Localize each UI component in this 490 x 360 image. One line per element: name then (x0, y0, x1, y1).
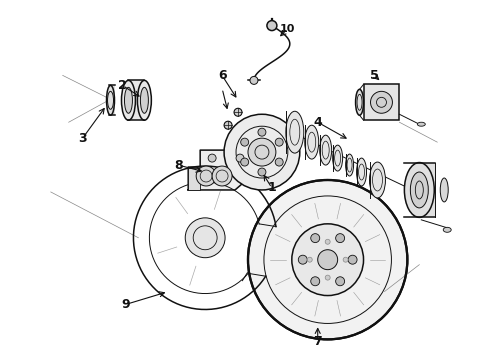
Circle shape (208, 154, 216, 162)
Circle shape (212, 166, 232, 186)
Ellipse shape (141, 87, 148, 113)
Text: 4: 4 (313, 116, 322, 129)
Ellipse shape (305, 125, 318, 159)
Circle shape (307, 257, 312, 262)
Circle shape (348, 255, 357, 264)
Polygon shape (188, 150, 250, 190)
Text: 5: 5 (370, 69, 379, 82)
Ellipse shape (357, 158, 367, 186)
Circle shape (336, 277, 344, 286)
Circle shape (311, 277, 319, 286)
Ellipse shape (124, 87, 132, 113)
Circle shape (241, 158, 248, 166)
Ellipse shape (410, 172, 428, 208)
Circle shape (311, 234, 319, 243)
Circle shape (248, 180, 407, 339)
Circle shape (275, 138, 283, 146)
Text: 6: 6 (218, 69, 226, 82)
Circle shape (185, 218, 225, 258)
Circle shape (292, 224, 364, 296)
Circle shape (248, 138, 276, 166)
Circle shape (258, 168, 266, 176)
Text: 7: 7 (313, 335, 322, 348)
Text: 1: 1 (268, 181, 276, 194)
Circle shape (250, 76, 258, 84)
Circle shape (224, 121, 232, 129)
Ellipse shape (356, 89, 364, 115)
Circle shape (325, 275, 330, 280)
Ellipse shape (440, 178, 448, 202)
Text: 8: 8 (174, 158, 183, 172)
Circle shape (236, 154, 244, 162)
Bar (188, 168, 200, 190)
Ellipse shape (369, 162, 386, 198)
FancyBboxPatch shape (364, 84, 399, 120)
Bar (414, 163, 435, 217)
Ellipse shape (137, 80, 151, 120)
Text: 2: 2 (118, 79, 127, 92)
Bar (108, 85, 115, 115)
Circle shape (241, 138, 248, 146)
Ellipse shape (345, 154, 354, 176)
Circle shape (370, 91, 392, 113)
Ellipse shape (286, 111, 304, 153)
Circle shape (298, 255, 307, 264)
Ellipse shape (106, 85, 115, 115)
Text: 9: 9 (121, 298, 130, 311)
Bar (128, 80, 145, 120)
Circle shape (336, 234, 344, 243)
Text: 3: 3 (78, 132, 87, 145)
Ellipse shape (443, 227, 451, 232)
Circle shape (343, 257, 348, 262)
Circle shape (267, 21, 277, 31)
Circle shape (258, 128, 266, 136)
Circle shape (275, 158, 283, 166)
Circle shape (196, 166, 216, 186)
Ellipse shape (122, 80, 135, 120)
Text: 10: 10 (280, 24, 295, 33)
Circle shape (318, 250, 338, 270)
Circle shape (325, 239, 330, 244)
Ellipse shape (404, 163, 434, 217)
Ellipse shape (417, 122, 425, 126)
Ellipse shape (333, 145, 343, 171)
Circle shape (224, 114, 300, 190)
Circle shape (234, 108, 242, 116)
Ellipse shape (319, 135, 332, 165)
